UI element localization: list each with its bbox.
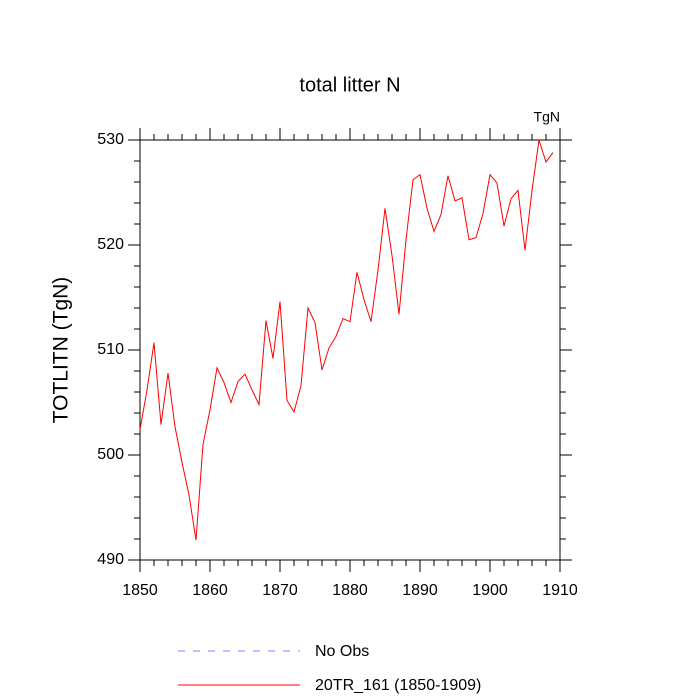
y-tick-label: 510	[97, 341, 124, 358]
x-tick-label: 1850	[122, 582, 158, 599]
y-tick-label: 490	[97, 551, 124, 568]
y-axis-label: TOTLITN (TgN)	[50, 277, 73, 424]
chart-title: total litter N	[299, 74, 400, 96]
legend-label: 20TR_161 (1850-1909)	[315, 677, 481, 694]
x-tick-label: 1870	[262, 582, 298, 599]
y-tick-label: 530	[97, 131, 124, 148]
legend-label: No Obs	[315, 643, 369, 660]
y-tick-label: 500	[97, 446, 124, 463]
y-tick-label: 520	[97, 236, 124, 253]
x-tick-label: 1900	[472, 582, 508, 599]
x-tick-label: 1860	[192, 582, 228, 599]
x-tick-label: 1880	[332, 582, 368, 599]
x-tick-label: 1890	[402, 582, 438, 599]
units-label: TgN	[534, 109, 560, 125]
x-tick-label: 1910	[542, 582, 578, 599]
data-line	[139, 139, 554, 541]
